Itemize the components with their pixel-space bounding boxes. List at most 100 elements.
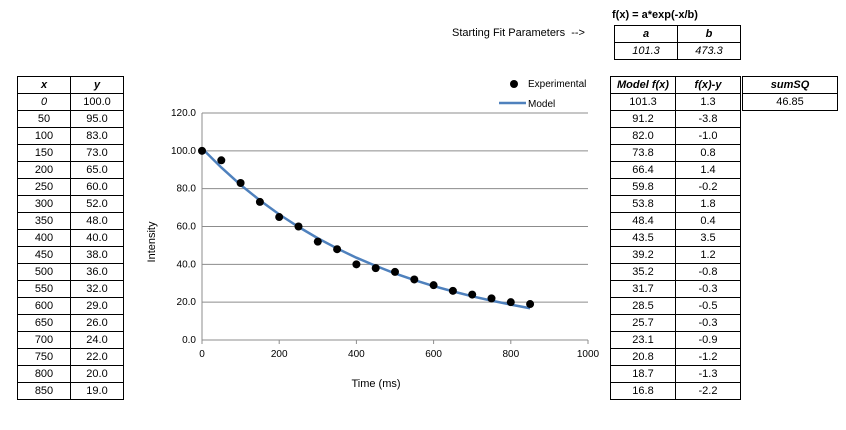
xy-table-cell[interactable]: 700 <box>17 331 71 349</box>
model-table-cell[interactable]: -1.2 <box>675 348 741 366</box>
sumsq-value[interactable]: 46.85 <box>742 93 838 111</box>
model-table-cell[interactable]: 91.2 <box>610 110 676 128</box>
model-table-cell[interactable]: 20.8 <box>610 348 676 366</box>
experimental-point[interactable] <box>198 146 206 155</box>
xy-table-cell[interactable]: 24.0 <box>70 331 124 349</box>
model-table-cell[interactable]: 16.8 <box>610 382 676 400</box>
model-table-cell[interactable]: 1.2 <box>675 246 741 264</box>
experimental-point[interactable] <box>313 237 322 246</box>
xy-table-cell[interactable]: 800 <box>17 365 71 383</box>
model-table-cell[interactable]: -0.3 <box>675 314 741 332</box>
model-table-cell[interactable]: 39.2 <box>610 246 676 264</box>
model-table-cell[interactable]: 1.8 <box>675 195 741 213</box>
param-header-a[interactable]: a <box>614 25 678 43</box>
xy-table-cell[interactable]: 0 <box>17 93 71 111</box>
model-table-cell[interactable]: 53.8 <box>610 195 676 213</box>
model-column-header[interactable]: Model f(x) <box>610 76 676 94</box>
xy-table-cell[interactable]: 850 <box>17 382 71 400</box>
x-column-header[interactable]: x <box>17 76 71 94</box>
xy-table-cell[interactable]: 19.0 <box>70 382 124 400</box>
model-table-cell[interactable]: 28.5 <box>610 297 676 315</box>
model-table-cell[interactable]: -0.5 <box>675 297 741 315</box>
model-table-cell[interactable]: -0.9 <box>675 331 741 349</box>
sumsq-header[interactable]: sumSQ <box>742 76 838 94</box>
experimental-point[interactable] <box>275 213 284 222</box>
model-table-cell[interactable]: 25.7 <box>610 314 676 332</box>
xy-table-cell[interactable]: 200 <box>17 161 71 179</box>
xy-table-cell[interactable]: 83.0 <box>70 127 124 145</box>
xy-table-cell[interactable]: 26.0 <box>70 314 124 332</box>
xy-table-cell[interactable]: 73.0 <box>70 144 124 162</box>
xy-table-cell[interactable]: 52.0 <box>70 195 124 213</box>
xy-table-cell[interactable]: 48.0 <box>70 212 124 230</box>
model-table-cell[interactable]: 31.7 <box>610 280 676 298</box>
experimental-point[interactable] <box>236 178 245 187</box>
experimental-point[interactable] <box>391 267 399 276</box>
xy-table-cell[interactable]: 250 <box>17 178 71 196</box>
xy-table-cell[interactable]: 100.0 <box>70 93 124 111</box>
model-table-cell[interactable]: 35.2 <box>610 263 676 281</box>
xy-table-cell[interactable]: 750 <box>17 348 71 366</box>
model-table-cell[interactable]: 82.0 <box>610 127 676 145</box>
model-table-cell[interactable]: -0.8 <box>675 263 741 281</box>
xy-table-cell[interactable]: 150 <box>17 144 71 162</box>
xy-table-cell[interactable]: 20.0 <box>70 365 124 383</box>
y-column-header[interactable]: y <box>70 76 124 94</box>
model-table-cell[interactable]: 0.8 <box>675 144 741 162</box>
param-value-b[interactable]: 473.3 <box>677 42 741 60</box>
xy-table-cell[interactable]: 400 <box>17 229 71 247</box>
experimental-point[interactable] <box>333 245 342 254</box>
experimental-point[interactable] <box>294 222 303 231</box>
model-table-cell[interactable]: 1.4 <box>675 161 741 179</box>
model-table-cell[interactable]: 18.7 <box>610 365 676 383</box>
xy-table-cell[interactable]: 550 <box>17 280 71 298</box>
xy-table-cell[interactable]: 300 <box>17 195 71 213</box>
model-table-cell[interactable]: 59.8 <box>610 178 676 196</box>
model-table-cell[interactable]: 66.4 <box>610 161 676 179</box>
xy-table-cell[interactable]: 650 <box>17 314 71 332</box>
experimental-point[interactable] <box>429 281 438 290</box>
xy-table-cell[interactable]: 100 <box>17 127 71 145</box>
model-table-cell[interactable]: -1.3 <box>675 365 741 383</box>
experimental-point[interactable] <box>352 260 361 269</box>
model-table-cell[interactable]: -2.2 <box>675 382 741 400</box>
xy-table-cell[interactable]: 500 <box>17 263 71 281</box>
model-table-cell[interactable]: -3.8 <box>675 110 741 128</box>
experimental-point[interactable] <box>487 294 496 303</box>
param-header-b[interactable]: b <box>677 25 741 43</box>
experimental-point[interactable] <box>371 264 380 273</box>
xy-table-cell[interactable]: 65.0 <box>70 161 124 179</box>
model-table-cell[interactable]: 23.1 <box>610 331 676 349</box>
xy-table-cell[interactable]: 50 <box>17 110 71 128</box>
experimental-point[interactable] <box>410 275 419 284</box>
model-table-cell[interactable]: 3.5 <box>675 229 741 247</box>
experimental-point[interactable] <box>448 286 457 295</box>
xy-table-cell[interactable]: 350 <box>17 212 71 230</box>
model-table-cell[interactable]: 101.3 <box>610 93 676 111</box>
xy-table-cell[interactable]: 29.0 <box>70 297 124 315</box>
xy-table-cell[interactable]: 60.0 <box>70 178 124 196</box>
param-value-a[interactable]: 101.3 <box>614 42 678 60</box>
xy-table-cell[interactable]: 95.0 <box>70 110 124 128</box>
model-table-cell[interactable]: 1.3 <box>675 93 741 111</box>
model-table-cell[interactable]: 43.5 <box>610 229 676 247</box>
xy-table-cell[interactable]: 22.0 <box>70 348 124 366</box>
model-table-cell[interactable]: -0.3 <box>675 280 741 298</box>
experimental-point[interactable] <box>255 197 264 206</box>
xy-table-cell[interactable]: 40.0 <box>70 229 124 247</box>
xy-table-cell[interactable]: 36.0 <box>70 263 124 281</box>
model-table-cell[interactable]: 0.4 <box>675 212 741 230</box>
model-table-cell[interactable]: -1.0 <box>675 127 741 145</box>
decay-chart[interactable]: 0.0 20.0 40.0 60.0 80.0 100.0 120.0 0 200 400 600… <box>140 70 610 400</box>
experimental-point[interactable] <box>506 298 515 307</box>
model-table-cell[interactable]: 48.4 <box>610 212 676 230</box>
experimental-point[interactable] <box>217 156 226 165</box>
residual-column-header[interactable]: f(x)-y <box>675 76 741 94</box>
xy-table-cell[interactable]: 600 <box>17 297 71 315</box>
model-table-cell[interactable]: -0.2 <box>675 178 741 196</box>
experimental-point[interactable] <box>468 290 477 299</box>
experimental-point[interactable] <box>526 300 535 309</box>
xy-table-cell[interactable]: 32.0 <box>70 280 124 298</box>
model-table-cell[interactable]: 73.8 <box>610 144 676 162</box>
xy-table-cell[interactable]: 38.0 <box>70 246 124 264</box>
